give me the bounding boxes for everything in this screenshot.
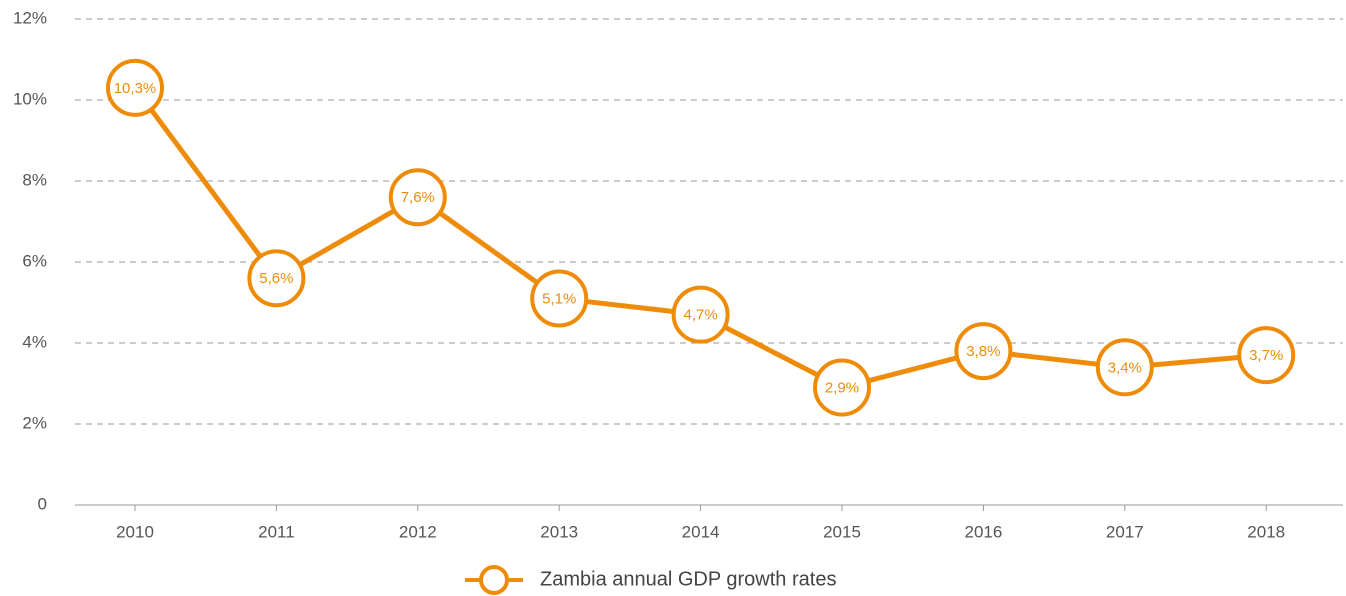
x-tick-label: 2012 <box>399 522 437 541</box>
y-tick-label: 10% <box>13 89 47 108</box>
value-label: 3,7% <box>1249 347 1283 364</box>
point <box>106 58 164 117</box>
y-tick-label: 0 <box>38 494 47 513</box>
x-tick-label: 2010 <box>116 522 154 541</box>
x-tick-label: 2017 <box>1106 522 1144 541</box>
legend-marker <box>479 565 509 595</box>
y-tick-label: 2% <box>22 413 47 432</box>
point <box>671 285 730 344</box>
y-tick-label: 8% <box>22 170 47 189</box>
y-tick-label: 12% <box>13 8 47 27</box>
point <box>1237 326 1296 385</box>
value-label: 4,7% <box>683 307 717 324</box>
y-tick-label: 4% <box>22 332 47 351</box>
point <box>247 249 306 308</box>
point <box>954 322 1013 381</box>
value-label: 10,3% <box>114 80 157 97</box>
x-tick-label: 2011 <box>258 522 295 541</box>
point <box>1095 338 1154 397</box>
point <box>530 269 589 328</box>
legend-label: Zambia annual GDP growth rates <box>540 568 836 590</box>
x-tick-label: 2013 <box>540 522 578 541</box>
point <box>388 168 447 227</box>
y-tick-label: 6% <box>22 251 47 270</box>
x-tick-label: 2016 <box>964 522 1002 541</box>
value-label: 7,6% <box>401 189 435 206</box>
value-label: 5,6% <box>259 270 293 287</box>
x-tick-label: 2018 <box>1247 522 1285 541</box>
value-label: 3,8% <box>966 343 1000 360</box>
x-tick-label: 2015 <box>823 522 861 541</box>
value-label: 5,1% <box>542 290 576 307</box>
x-tick-label: 2014 <box>682 522 720 541</box>
point <box>813 358 871 417</box>
value-label: 2,9% <box>825 380 859 397</box>
value-label: 3,4% <box>1108 359 1142 376</box>
